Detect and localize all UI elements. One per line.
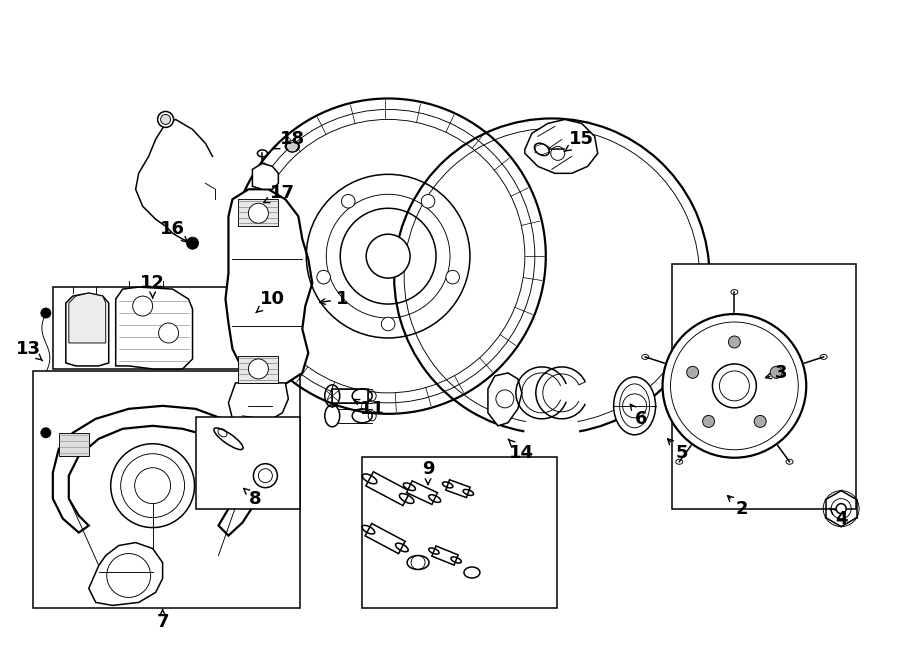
Text: 4: 4 bbox=[830, 508, 848, 527]
Circle shape bbox=[40, 308, 50, 318]
Circle shape bbox=[713, 364, 756, 408]
Circle shape bbox=[623, 394, 646, 418]
Polygon shape bbox=[229, 383, 288, 426]
Polygon shape bbox=[252, 163, 278, 189]
Circle shape bbox=[40, 428, 50, 438]
Circle shape bbox=[135, 468, 171, 504]
Text: 17: 17 bbox=[264, 184, 295, 203]
Circle shape bbox=[728, 336, 741, 348]
Text: 1: 1 bbox=[320, 290, 348, 308]
Bar bbox=[195, 417, 301, 508]
Polygon shape bbox=[66, 293, 109, 366]
Bar bbox=[53, 287, 265, 369]
Polygon shape bbox=[366, 472, 410, 506]
Circle shape bbox=[382, 317, 395, 330]
Text: 14: 14 bbox=[508, 439, 535, 462]
Text: 7: 7 bbox=[157, 610, 169, 631]
Polygon shape bbox=[394, 118, 709, 432]
Circle shape bbox=[317, 270, 330, 284]
Ellipse shape bbox=[614, 377, 655, 435]
Bar bbox=[33, 371, 301, 608]
Polygon shape bbox=[116, 287, 193, 369]
Circle shape bbox=[286, 140, 298, 153]
Polygon shape bbox=[432, 546, 458, 565]
Bar bbox=[362, 457, 557, 608]
Text: 12: 12 bbox=[140, 274, 165, 298]
Polygon shape bbox=[446, 480, 470, 498]
Circle shape bbox=[158, 112, 174, 128]
Circle shape bbox=[446, 270, 460, 284]
Text: 8: 8 bbox=[244, 488, 262, 508]
Circle shape bbox=[248, 359, 268, 379]
Text: 16: 16 bbox=[160, 220, 188, 243]
Circle shape bbox=[703, 415, 715, 428]
Circle shape bbox=[496, 390, 514, 408]
Polygon shape bbox=[58, 433, 89, 455]
Circle shape bbox=[111, 444, 194, 527]
Circle shape bbox=[551, 146, 565, 161]
Circle shape bbox=[132, 296, 153, 316]
Polygon shape bbox=[365, 524, 405, 554]
Text: 9: 9 bbox=[422, 459, 435, 485]
Polygon shape bbox=[53, 406, 263, 535]
Polygon shape bbox=[219, 433, 248, 455]
Circle shape bbox=[160, 114, 171, 124]
Polygon shape bbox=[226, 189, 312, 386]
Text: 15: 15 bbox=[564, 130, 594, 151]
Circle shape bbox=[248, 204, 268, 223]
Text: 6: 6 bbox=[630, 405, 648, 428]
Text: 18: 18 bbox=[274, 130, 305, 149]
Circle shape bbox=[158, 323, 178, 343]
Polygon shape bbox=[238, 199, 278, 226]
Circle shape bbox=[230, 98, 545, 414]
Circle shape bbox=[836, 504, 846, 514]
Circle shape bbox=[186, 237, 199, 249]
Polygon shape bbox=[68, 293, 105, 343]
Circle shape bbox=[754, 415, 766, 428]
Circle shape bbox=[770, 366, 782, 378]
Circle shape bbox=[366, 234, 410, 278]
Ellipse shape bbox=[214, 428, 243, 449]
Polygon shape bbox=[332, 389, 368, 403]
Text: 3: 3 bbox=[766, 364, 788, 382]
Text: 11: 11 bbox=[354, 399, 384, 418]
Circle shape bbox=[254, 464, 277, 488]
Text: 13: 13 bbox=[16, 340, 42, 361]
Circle shape bbox=[341, 194, 355, 208]
Circle shape bbox=[662, 314, 806, 457]
Circle shape bbox=[421, 194, 435, 208]
Polygon shape bbox=[488, 373, 522, 426]
Ellipse shape bbox=[535, 143, 549, 155]
Text: 10: 10 bbox=[256, 290, 285, 313]
Polygon shape bbox=[89, 543, 163, 605]
Polygon shape bbox=[525, 120, 598, 173]
Text: 2: 2 bbox=[727, 496, 748, 518]
Bar bbox=[671, 264, 856, 508]
Polygon shape bbox=[407, 481, 437, 504]
Circle shape bbox=[687, 366, 698, 378]
Polygon shape bbox=[238, 356, 278, 383]
Text: 5: 5 bbox=[668, 439, 688, 462]
